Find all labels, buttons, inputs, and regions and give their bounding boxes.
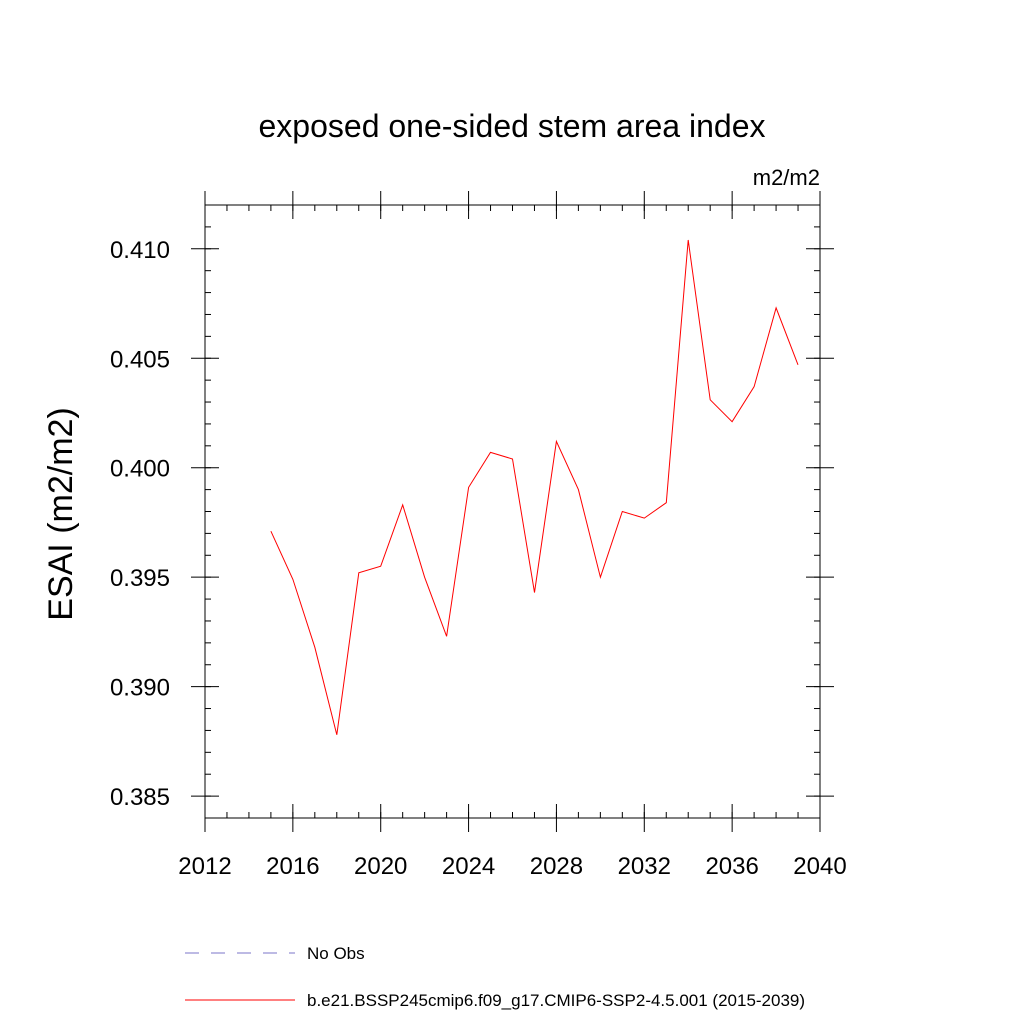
x-tick-label: 2040 (793, 853, 846, 880)
y-tick-labels: 0.385 0.390 0.395 0.400 0.405 0.410 (110, 237, 170, 811)
y-tick-label: 0.400 (110, 456, 170, 483)
legend-label-model-run: b.e21.BSSP245cmip6.f09_g17.CMIP6-SSP2-4.… (307, 991, 805, 1010)
y-axis-label: ESAI (m2/m2) (42, 407, 80, 620)
x-tick-label: 2028 (530, 853, 583, 880)
y-tick-label: 0.390 (110, 675, 170, 702)
plot-frame (204, 204, 821, 819)
x-tick-label: 2020 (354, 853, 407, 880)
series-layer (270, 239, 799, 735)
x-tick-label: 2012 (178, 853, 231, 880)
x-tick-label: 2032 (618, 853, 671, 880)
y-tick-label: 0.410 (110, 237, 170, 264)
series-line (270, 239, 799, 735)
units-label: m2/m2 (753, 165, 820, 190)
x-tick-label: 2024 (442, 853, 495, 880)
legend-label-no-obs: No Obs (307, 944, 365, 963)
legend: No Obs b.e21.BSSP245cmip6.f09_g17.CMIP6-… (185, 944, 805, 1010)
major-ticks (191, 191, 834, 832)
y-tick-label: 0.405 (110, 346, 170, 373)
y-tick-label: 0.395 (110, 565, 170, 592)
y-tick-label: 0.385 (110, 784, 170, 811)
x-tick-label: 2016 (266, 853, 319, 880)
minor-ticks (204, 204, 821, 819)
x-tick-labels: 2012 2016 2020 2024 2028 2032 2036 2040 (178, 853, 846, 880)
x-tick-label: 2036 (705, 853, 758, 880)
chart-title: exposed one-sided stem area index (259, 108, 766, 144)
